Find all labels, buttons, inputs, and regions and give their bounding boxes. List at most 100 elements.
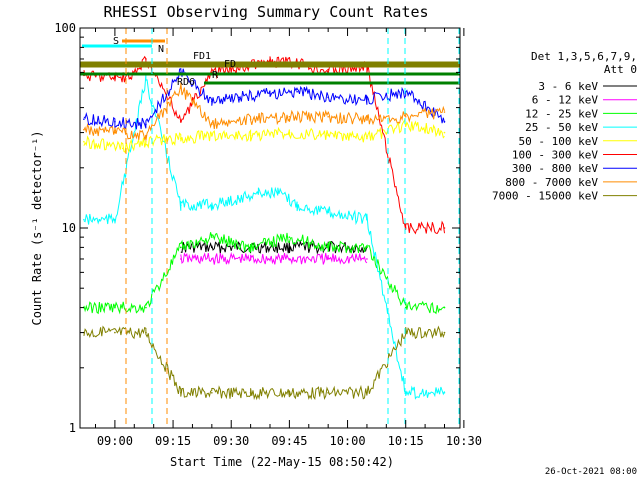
series-point-2 [404,306,407,309]
series-point-2 [249,246,252,249]
series-point-4 [443,131,446,134]
series-point-6 [296,90,298,93]
series-line-8 [83,325,445,401]
series-point-7 [114,131,116,134]
series-line-6 [83,68,445,130]
series-point-4 [327,134,329,137]
series-point-7 [288,115,291,118]
series-point-3 [114,218,116,221]
legend-label: 6 - 12 keV [532,94,599,107]
series-point-8 [443,331,446,334]
series-point-8 [366,391,368,394]
series-point-4 [106,144,108,146]
series-point-1 [211,258,213,260]
series-point-2 [366,246,368,249]
series-point-5 [443,227,446,229]
y-tick-label: 1 [69,421,76,435]
plot-frame [79,27,461,429]
series-point-8 [327,391,329,394]
series-point-4 [145,140,147,143]
series-point-5 [327,68,329,71]
x-axis-label: Start Time (22-May-15 08:50:42) [170,455,394,469]
series-point-3 [296,204,298,207]
x-tick-label: 09:00 [97,434,133,448]
series-point-4 [121,147,124,150]
x-tick-label: 10:15 [388,434,424,448]
legend-header-line1: Det 1,3,5,6,7,9, [531,50,637,63]
series-point-3 [366,218,368,221]
x-tick-label: 09:30 [213,434,249,448]
legend-label: 12 - 25 keV [525,107,598,120]
series-point-6 [238,96,240,99]
series-point-4 [249,134,252,137]
series-point-3 [83,218,85,221]
series-point-6 [114,120,116,123]
marker-layer: S N FD1 FD RD6 R [80,28,460,428]
y-tick-label: 10 [62,221,76,235]
series-point-8 [249,391,252,394]
series-point-7 [249,118,252,120]
x-tick-label: 09:45 [271,434,307,448]
legend-label: 50 - 100 keV [519,135,599,148]
series-point-3 [145,79,147,81]
series-point-3 [327,211,329,213]
y-axis-label: Count Rate (s⁻¹ detector⁻¹) [30,130,44,325]
series-point-7 [180,87,182,90]
series-point-3 [98,218,101,221]
series-point-4 [83,140,85,143]
series-point-3 [443,391,446,394]
series-point-3 [180,204,182,207]
series-point-6 [366,98,368,101]
series-layer [83,55,446,401]
series-point-7 [366,118,368,120]
series-point-6 [211,100,213,103]
series-point-1 [327,258,329,260]
legend-label: 300 - 800 keV [512,162,598,175]
legend-label: 25 - 50 keV [525,121,598,134]
series-point-2 [443,306,446,309]
series-line-1 [180,251,368,265]
footer-date: 26-Oct-2021 08:00 [545,467,637,477]
series-point-8 [180,391,182,394]
series-line-7 [83,82,445,141]
legend-header-line2: Att 0 [604,63,637,76]
series-line-3 [83,74,445,400]
x-tick-label: 09:15 [155,434,191,448]
series-point-2 [327,246,329,249]
series-point-5 [114,76,116,78]
series-point-6 [145,123,147,126]
legend-label: 800 - 7000 keV [505,176,598,189]
series-point-2 [180,246,182,249]
series-point-4 [180,137,182,140]
series-point-8 [211,391,213,394]
series-point-7 [211,123,213,126]
marker-label: RD6 [177,77,195,88]
series-point-4 [366,137,368,140]
series-point-0 [211,246,213,249]
series-point-5 [180,120,182,123]
marker-label: N [158,44,164,55]
series-point-7 [327,115,329,118]
series-point-6 [443,120,446,123]
series-point-4 [288,131,291,134]
chart-title: RHESSI Observing Summary Count Rates [103,3,428,21]
series-point-6 [83,118,85,120]
series-point-0 [288,246,291,249]
series-point-8 [288,391,291,394]
series-point-3 [238,197,240,200]
series-point-1 [180,258,182,260]
legend-label: 3 - 6 keV [538,80,598,93]
series-point-2 [114,306,116,309]
series-point-2 [288,236,291,238]
x-tick-label: 10:00 [329,434,365,448]
x-tick-label: 10:30 [446,434,482,448]
series-line-2 [83,232,445,315]
y-tick-label: 100 [54,21,76,35]
series-point-7 [443,111,446,113]
series-point-2 [211,236,213,238]
series-point-6 [327,96,329,99]
series-point-6 [269,92,271,95]
marker-label: S [113,36,119,47]
